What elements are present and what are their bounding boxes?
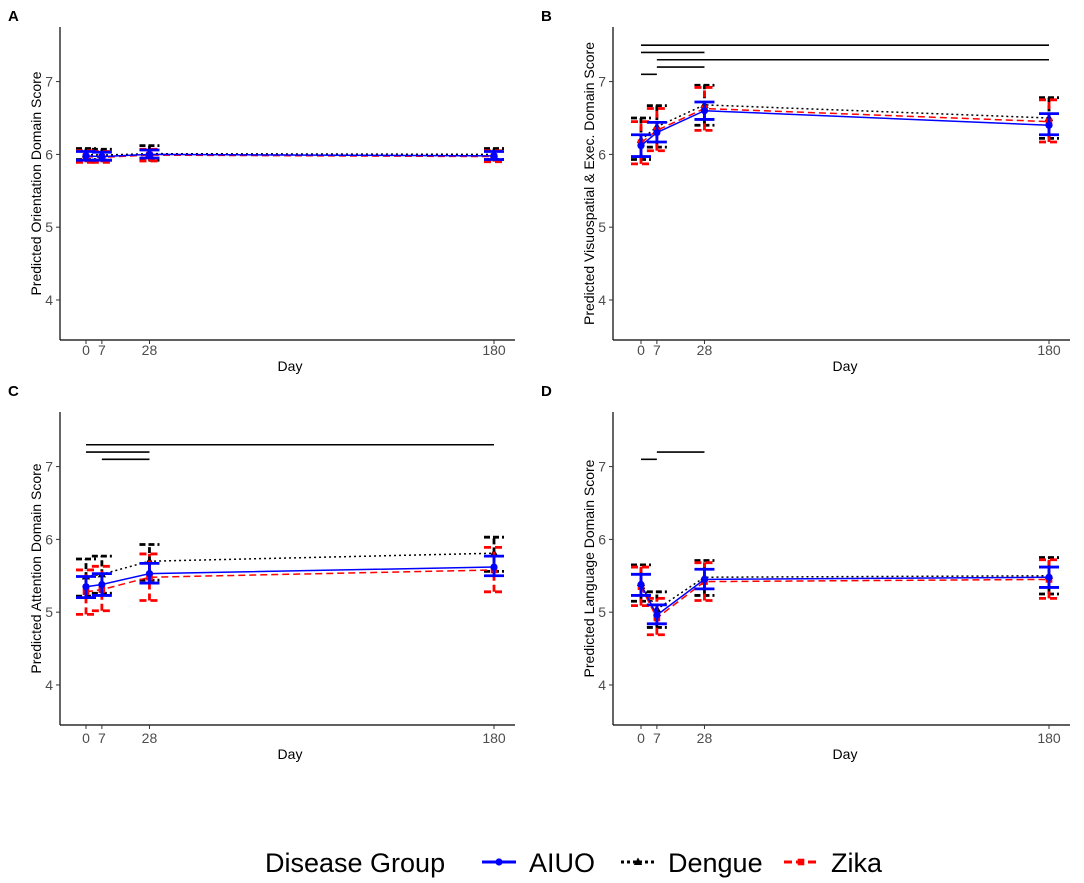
data-point — [700, 107, 709, 115]
y-axis-label: Predicted Language Domain Score — [581, 459, 597, 677]
series-aiuo — [631, 100, 1059, 158]
x-axis-label: Day — [833, 358, 858, 374]
data-point — [1045, 121, 1053, 129]
legend-label: Zika — [831, 848, 883, 878]
error-bar — [694, 561, 715, 602]
series-aiuo — [76, 554, 504, 600]
y-tick-label: 5 — [598, 219, 606, 235]
legend-item-zika: Zika — [784, 848, 883, 878]
data-point — [490, 563, 498, 571]
legend-item-aiuo: AIUO — [482, 848, 595, 878]
x-tick-label: 7 — [653, 342, 661, 358]
data-point — [82, 152, 90, 160]
error-bar — [646, 107, 667, 153]
y-tick-label: 6 — [598, 146, 606, 162]
legend-key-marker — [495, 858, 503, 866]
x-axis-label: Day — [833, 746, 858, 762]
error-bar — [694, 86, 715, 132]
data-point — [653, 128, 661, 137]
legend-title: Disease Group — [265, 848, 445, 878]
x-axis-label: Day — [278, 358, 303, 374]
data-point — [653, 611, 661, 619]
error-bar — [1039, 98, 1059, 144]
data-point — [490, 152, 498, 160]
error-bar — [1039, 558, 1059, 600]
legend-key-marker — [633, 857, 643, 865]
series-line — [85, 569, 495, 593]
y-tick-label: 5 — [598, 604, 606, 620]
x-tick-label: 28 — [697, 730, 713, 746]
x-tick-label: 180 — [1037, 342, 1061, 358]
y-axis-label: Predicted Attention Domain Score — [28, 463, 44, 673]
error-bar — [646, 596, 667, 637]
series-line — [85, 153, 495, 158]
panel-label: C — [8, 383, 19, 400]
series-line — [85, 552, 495, 578]
x-tick-label: 7 — [98, 342, 106, 358]
series-line — [640, 576, 1050, 617]
series-line — [85, 566, 495, 588]
data-point — [637, 142, 645, 150]
series-line — [640, 104, 1050, 141]
y-tick-label: 7 — [598, 74, 606, 90]
y-axis-label: Predicted Visuospatial & Exec. Domain Sc… — [581, 42, 597, 325]
data-point — [637, 580, 645, 589]
legend-key-marker — [797, 858, 805, 866]
panel-label: D — [541, 383, 552, 400]
y-tick-label: 4 — [598, 677, 606, 693]
series-aiuo — [76, 148, 504, 162]
y-tick-label: 4 — [45, 292, 53, 308]
x-tick-label: 180 — [482, 730, 506, 746]
series-line — [85, 152, 495, 156]
x-tick-label: 0 — [82, 342, 90, 358]
series-zika — [631, 558, 1059, 637]
x-tick-label: 28 — [697, 342, 713, 358]
y-tick-label: 7 — [45, 74, 53, 90]
y-tick-label: 5 — [45, 604, 53, 620]
series-line — [640, 107, 1050, 144]
legend-label: Dengue — [668, 848, 763, 878]
data-point — [145, 569, 154, 578]
y-tick-label: 4 — [45, 677, 53, 693]
y-tick-label: 6 — [598, 531, 606, 547]
y-tick-label: 7 — [598, 459, 606, 475]
series-dengue — [76, 535, 504, 598]
x-tick-label: 7 — [653, 730, 661, 746]
panel-label: A — [8, 8, 19, 25]
x-tick-label: 7 — [98, 730, 106, 746]
y-tick-label: 7 — [45, 459, 53, 475]
y-tick-label: 5 — [45, 219, 53, 235]
series-line — [640, 109, 1050, 147]
data-point — [1045, 573, 1053, 581]
legend-label: AIUO — [529, 848, 595, 878]
series-line — [640, 578, 1050, 620]
y-axis-label: Predicted Orientation Domain Score — [28, 71, 44, 295]
legend: Disease Group AIUO Dengue Zika — [265, 848, 883, 878]
panel-label: B — [541, 8, 552, 25]
data-point — [145, 150, 154, 158]
x-tick-label: 180 — [1037, 730, 1061, 746]
data-point — [98, 152, 106, 161]
data-point — [98, 580, 106, 589]
data-point — [82, 583, 90, 591]
x-tick-label: 0 — [637, 342, 645, 358]
x-tick-label: 28 — [142, 342, 158, 358]
x-tick-label: 28 — [142, 730, 158, 746]
data-point — [700, 575, 709, 584]
y-tick-label: 6 — [45, 531, 53, 547]
x-tick-label: 0 — [637, 730, 645, 746]
legend-item-dengue: Dengue — [621, 848, 763, 878]
y-tick-label: 4 — [598, 292, 606, 308]
x-axis-label: Day — [278, 746, 303, 762]
x-tick-label: 0 — [82, 730, 90, 746]
series-aiuo — [631, 565, 1059, 626]
x-tick-label: 180 — [482, 342, 506, 358]
y-tick-label: 6 — [45, 146, 53, 162]
